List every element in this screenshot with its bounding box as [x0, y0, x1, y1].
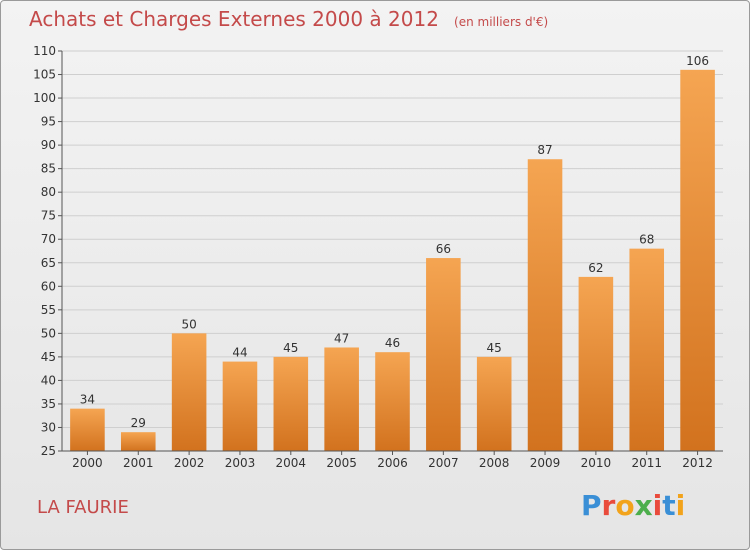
- logo-letter: i: [675, 489, 686, 522]
- x-tick-label: 2011: [631, 456, 662, 470]
- logo-letter: r: [601, 489, 616, 522]
- y-tick-label: 55: [41, 303, 56, 317]
- x-tick-label: 2003: [225, 456, 256, 470]
- x-tick-label: 2002: [174, 456, 205, 470]
- data-label: 62: [588, 261, 603, 275]
- data-label: 106: [686, 54, 709, 68]
- chart-title: Achats et Charges Externes 2000 à 2012: [29, 7, 439, 31]
- bar: [324, 347, 359, 451]
- data-label: 68: [639, 233, 654, 247]
- data-label: 44: [232, 346, 247, 360]
- y-tick-label: 45: [41, 350, 56, 364]
- data-label: 87: [537, 143, 552, 157]
- y-tick-label: 30: [41, 420, 56, 434]
- y-tick-label: 70: [41, 232, 56, 246]
- logo-letter: o: [615, 489, 635, 522]
- bar: [273, 356, 309, 451]
- data-label: 34: [80, 393, 95, 407]
- y-tick-label: 110: [33, 44, 56, 58]
- x-axis: 2000 2001 2002 2003 2004 2005 2006 2007 2008 2009…: [62, 450, 723, 470]
- proxiti-logo[interactable]: Proxiti: [581, 489, 685, 522]
- y-tick-label: 95: [41, 115, 56, 129]
- location-label: LA FAURIE: [37, 497, 129, 518]
- bar: [629, 248, 665, 451]
- y-tick-label: 75: [41, 209, 56, 223]
- y-tick-label: 85: [41, 162, 56, 176]
- x-tick-label: 2008: [479, 456, 510, 470]
- y-axis: 25 30 35 40 45 50 55 60 65 70 75 80 85 90 95 100 105 110: [33, 44, 63, 458]
- logo-letter: x: [634, 489, 653, 522]
- chart-subtitle: (en milliers d'€): [454, 15, 549, 29]
- logo-letter: P: [581, 489, 602, 522]
- bar: [476, 356, 512, 451]
- x-tick-label: 2012: [682, 456, 713, 470]
- x-tick-label: 2010: [581, 456, 612, 470]
- bar: [578, 276, 614, 451]
- y-tick-label: 25: [41, 444, 56, 458]
- x-tick-label: 2004: [276, 456, 307, 470]
- x-tick-label: 2001: [123, 456, 154, 470]
- logo-letter: i: [652, 489, 663, 522]
- data-label: 47: [334, 331, 349, 345]
- bar: [375, 352, 410, 451]
- bar: [120, 432, 156, 451]
- bar: [680, 69, 715, 451]
- data-label: 50: [181, 317, 196, 331]
- x-tick-label: 2007: [428, 456, 459, 470]
- bar: [70, 408, 105, 451]
- y-tick-label: 65: [41, 256, 56, 270]
- bar: [527, 159, 563, 451]
- y-tick-label: 40: [41, 373, 56, 387]
- y-tick-label: 80: [41, 185, 56, 199]
- x-tick-label: 2006: [377, 456, 408, 470]
- y-tick-label: 100: [33, 91, 56, 105]
- y-tick-label: 90: [41, 138, 56, 152]
- title-row: Achats et Charges Externes 2000 à 2012 (…: [29, 7, 548, 31]
- bar: [222, 361, 258, 451]
- bar: [426, 258, 461, 451]
- data-label: 46: [385, 336, 400, 350]
- bar: [171, 333, 207, 451]
- data-label: 45: [487, 341, 502, 355]
- x-tick-label: 2005: [326, 456, 357, 470]
- y-tick-label: 35: [41, 397, 56, 411]
- y-tick-label: 105: [33, 68, 56, 82]
- data-label: 66: [436, 242, 451, 256]
- data-label: 29: [131, 416, 146, 430]
- logo-letter: t: [662, 489, 676, 522]
- bars: 34 29 50 44 45 47 46 66 45 87 62 68 106: [70, 54, 715, 451]
- data-label: 45: [283, 341, 298, 355]
- y-tick-label: 60: [41, 279, 56, 293]
- y-tick-label: 50: [41, 326, 56, 340]
- x-tick-label: 2000: [72, 456, 103, 470]
- x-tick-label: 2009: [530, 456, 561, 470]
